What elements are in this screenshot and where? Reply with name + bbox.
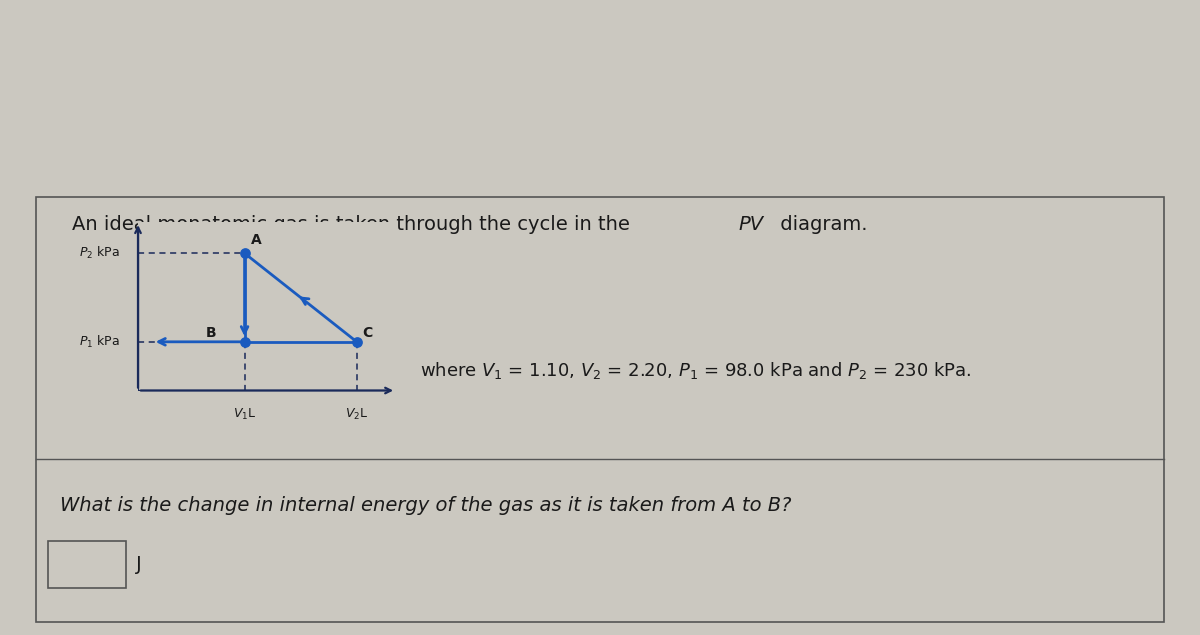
Text: $V_2$L: $V_2$L [346,408,368,422]
Text: C: C [362,326,372,340]
Text: J: J [136,555,142,574]
Point [347,337,366,347]
Text: $P_2$ kPa: $P_2$ kPa [79,245,120,261]
Point [235,248,254,258]
Text: diagram.: diagram. [774,215,868,234]
Text: B: B [206,326,216,340]
Text: A: A [251,232,262,246]
Text: An ideal monatomic gas is taken through the cycle in the: An ideal monatomic gas is taken through … [72,215,636,234]
Text: What is the change in internal energy of the gas as it is taken from A to B?: What is the change in internal energy of… [60,496,792,515]
Text: $P_1$ kPa: $P_1$ kPa [79,334,120,350]
Text: $V_1$L: $V_1$L [233,408,257,422]
Point [235,337,254,347]
Text: where $V_1$ = 1.10, $V_2$ = 2.20, $P_1$ = 98.0 kPa and $P_2$ = 230 kPa.: where $V_1$ = 1.10, $V_2$ = 2.20, $P_1$ … [420,360,972,381]
Text: PV: PV [738,215,763,234]
Bar [48,540,126,588]
